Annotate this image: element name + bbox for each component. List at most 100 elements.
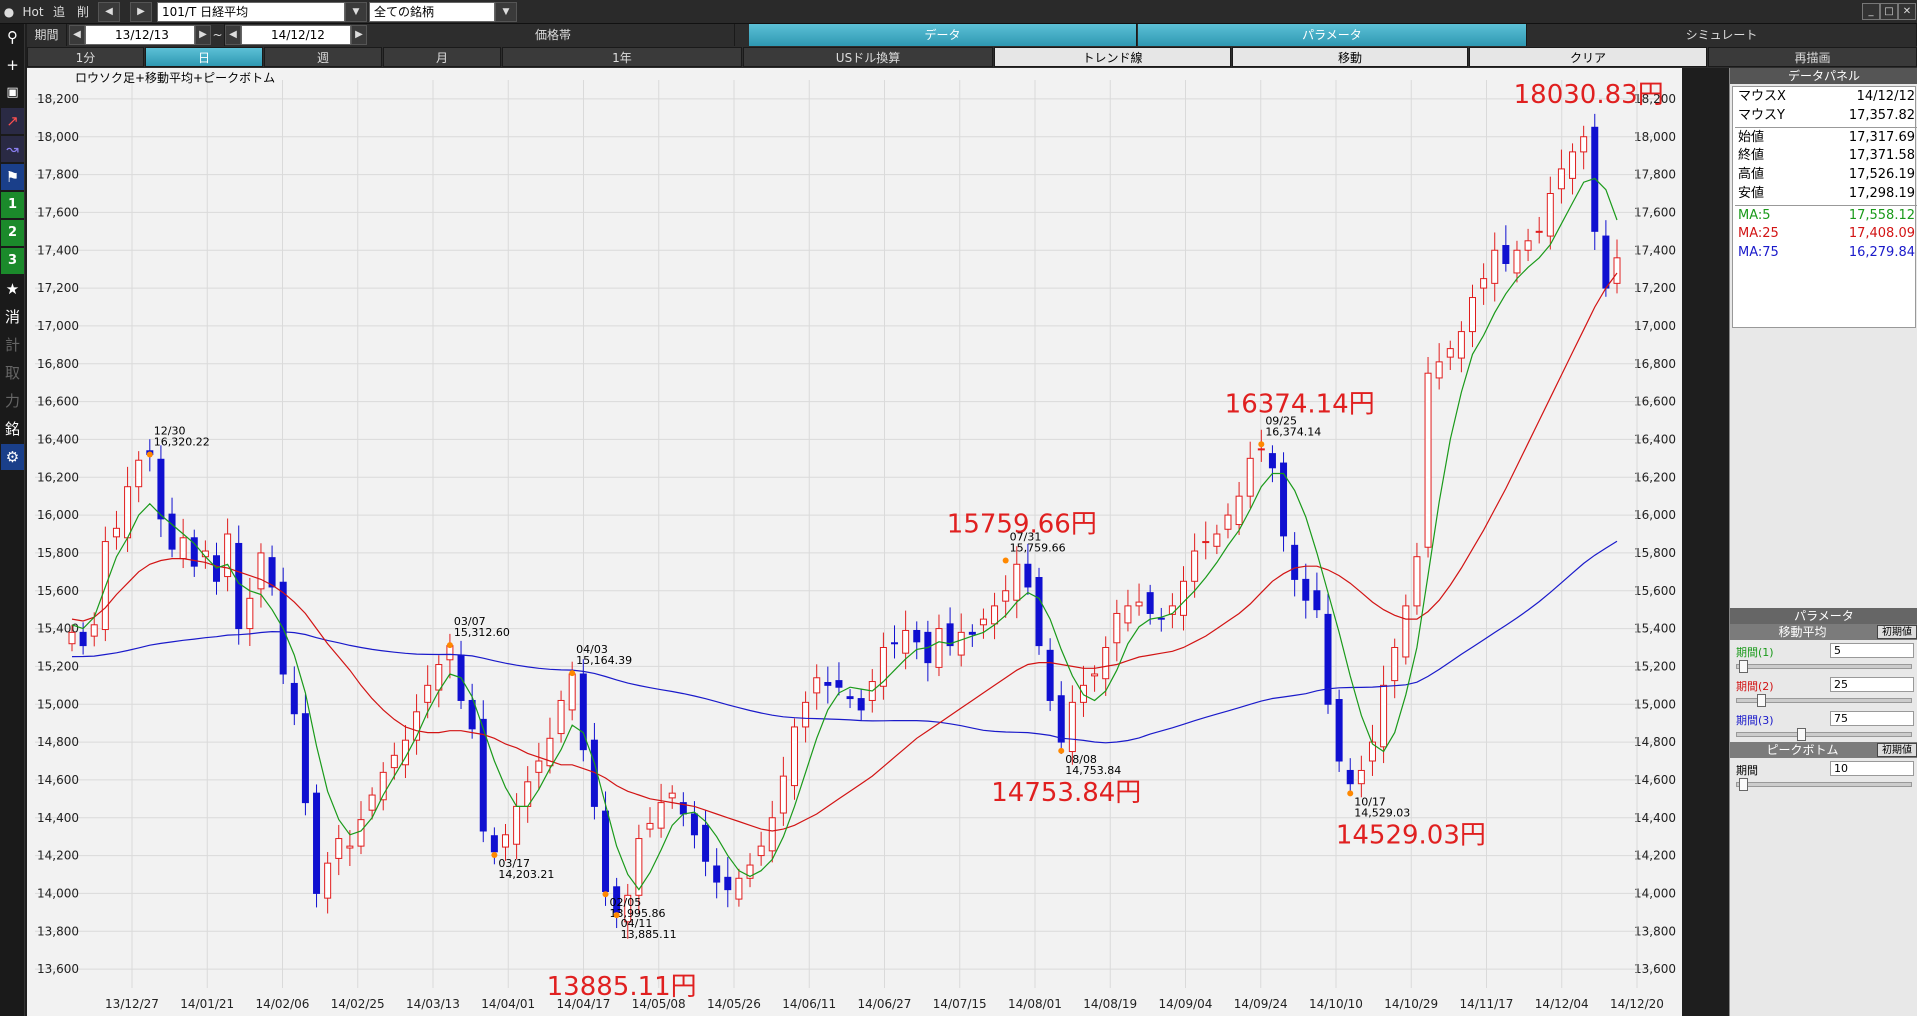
candle-body [1402,605,1410,658]
prev-symbol-button[interactable]: ◀ [98,2,120,22]
p1-slider[interactable] [1736,660,1912,673]
filter-dropdown-icon[interactable]: ▼ [495,2,517,22]
indicator-icon[interactable]: ↝ [1,136,24,162]
p3-slider-thumb[interactable] [1797,728,1806,741]
tf-day-button[interactable]: 日 [145,47,263,67]
symbol-field[interactable]: 101/T 日経平均 [157,2,345,22]
preset-1-button[interactable]: 1 [1,192,24,218]
end-date-field[interactable]: 14/12/12 [241,25,351,45]
flag-icon[interactable]: ⚑ [1,164,24,190]
erase-button[interactable]: 消 [4,308,20,326]
p2-slider-thumb[interactable] [1757,694,1766,707]
candle-body [268,557,276,588]
chart-area[interactable]: 13,600 13,600 13,800 13,800 14,000 14,000 14,2… [27,68,1682,1016]
y-tick-label: 15,800 [1634,546,1676,560]
crosshair-icon[interactable]: + [6,56,19,74]
candle-body [1557,168,1565,190]
camera-icon[interactable]: ▣ [6,85,19,100]
redraw-button[interactable]: 再描画 [1708,47,1917,67]
start-date-field[interactable]: 13/12/13 [85,25,195,45]
candle-body [357,819,365,847]
end-prev-button[interactable]: ◀ [225,25,241,45]
start-prev-button[interactable]: ◀ [69,25,85,45]
pb-input[interactable]: 10 [1830,761,1914,776]
y-tick-label-left: 15,000 [37,697,79,711]
tf-1min-button[interactable]: 1分 [27,47,144,67]
candle-body [1035,577,1043,647]
ma-reset-button[interactable]: 初期値 [1877,625,1917,639]
y-tick-label-left: 14,800 [37,735,79,749]
y-tick-label-left: 14,600 [37,773,79,787]
timeframe-toolbar: 1分 日 週 月 1年 USドル換算 トレンド線 移動 クリア 再描画 [27,46,1917,68]
tab-price-range[interactable]: 価格帯 [372,24,735,46]
trade-button[interactable]: 取 [4,364,20,382]
candle-body [1246,457,1254,497]
maximize-button[interactable]: □ [1880,3,1898,20]
tab-data[interactable]: データ [749,24,1137,46]
move-button[interactable]: 移動 [1232,47,1468,67]
close-button[interactable]: ✕ [1898,3,1916,20]
bulb-icon[interactable]: ● [3,5,15,19]
candle-body [1202,541,1210,544]
preset-2-button[interactable]: 2 [1,220,24,246]
delete-button[interactable]: 削 [76,5,89,19]
symbol-button[interactable]: 銘 [4,420,20,438]
preset-3-button[interactable]: 3 [1,248,24,274]
x-tick-label: 14/03/13 [406,997,460,1011]
next-symbol-button[interactable]: ▶ [130,2,152,22]
power-button[interactable]: 力 [4,392,20,410]
tf-month-button[interactable]: 月 [383,47,501,67]
usd-convert-button[interactable]: USドル換算 [743,47,993,67]
p3-slider[interactable] [1736,728,1912,741]
price-annotation: 18030.83円 [1514,80,1664,110]
peak-marker [446,642,453,649]
tf-week-button[interactable]: 週 [264,47,382,67]
ma75-line [71,540,1618,744]
pb-slider[interactable] [1736,778,1912,791]
candle-body [1546,193,1554,237]
candle-body [1291,544,1299,580]
candle-body [1391,647,1399,682]
candle-body [1368,741,1376,762]
candle-body [1068,701,1076,753]
hot-button[interactable]: Hot [22,5,44,19]
add-button[interactable]: 追 [52,5,65,19]
gear-icon[interactable]: ⚙ [1,444,24,470]
search-icon[interactable]: ⚲ [7,28,18,46]
star-icon[interactable]: ★ [5,280,20,298]
candlestick-chart[interactable]: 13,600 13,600 13,800 13,800 14,000 14,000 14,2… [27,68,1682,1016]
x-tick-label: 14/04/01 [481,997,535,1011]
y-tick-label-left: 17,000 [37,319,79,333]
x-tick-label: 14/05/26 [707,997,761,1011]
calc-button[interactable]: 計 [4,336,20,354]
p2-slider[interactable] [1736,694,1912,707]
clear-button[interactable]: クリア [1469,47,1707,67]
y-tick-label-left: 16,800 [37,357,79,371]
symbol-dropdown-icon[interactable]: ▼ [345,2,367,22]
end-next-button[interactable]: ▶ [351,25,367,45]
p2-input[interactable]: 25 [1830,677,1914,692]
minimize-button[interactable]: _ [1862,3,1880,20]
line-chart-icon[interactable]: ↗ [1,108,24,134]
candle-body [913,629,921,643]
peak-date-label: 03/17 [498,857,530,870]
y-tick-label: 15,600 [1634,584,1676,598]
tab-parameter[interactable]: パラメータ [1138,24,1527,46]
p3-input[interactable]: 75 [1830,711,1914,726]
pb-slider-thumb[interactable] [1739,778,1748,791]
trendline-button[interactable]: トレンド線 [994,47,1231,67]
peak-marker [1347,790,1354,797]
y-tick-label: 17,600 [1634,205,1676,219]
pb-reset-button[interactable]: 初期値 [1877,743,1917,757]
peak-marker [1058,747,1065,754]
filter-field[interactable]: 全ての銘柄 [369,2,495,22]
tab-simulate[interactable]: シミュレート [1527,24,1917,46]
p1-slider-thumb[interactable] [1739,660,1748,673]
tf-1year-button[interactable]: 1年 [502,47,742,67]
y-tick-label: 13,600 [1634,962,1676,976]
p1-input[interactable]: 5 [1830,643,1914,658]
candle-body [1491,249,1499,284]
candle-body [179,537,187,560]
start-next-button[interactable]: ▶ [195,25,211,45]
candle-body [390,754,398,769]
